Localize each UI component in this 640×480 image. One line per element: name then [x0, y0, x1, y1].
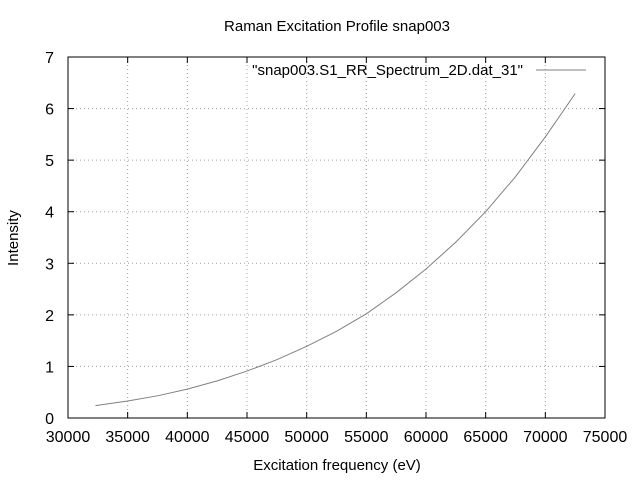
y-axis-label: Intensity — [5, 210, 22, 266]
ticks: 30000 35000 40000 45000 50000 55000 60000 65000… — [45, 50, 627, 446]
x-axis-label: Excitation frequency (eV) — [253, 457, 421, 474]
x-tick-label: 30000 — [46, 429, 91, 446]
y-tick-label: 2 — [45, 308, 54, 325]
x-tick-label: 60000 — [404, 429, 449, 446]
y-tick-label: 6 — [45, 102, 54, 119]
legend-label: "snap003.S1_RR_Spectrum_2D.dat_31" — [252, 62, 523, 79]
x-tick-label: 75000 — [583, 429, 628, 446]
x-tick-label: 45000 — [225, 429, 270, 446]
y-tick-label: 0 — [45, 411, 54, 428]
y-tick-label: 3 — [45, 256, 54, 273]
x-tick-label: 35000 — [105, 429, 150, 446]
x-tick-label: 40000 — [165, 429, 210, 446]
x-tick-label: 55000 — [344, 429, 389, 446]
x-tick-label: 65000 — [463, 429, 508, 446]
y-tick-label: 1 — [45, 359, 54, 376]
y-tick-label: 5 — [45, 153, 54, 170]
grid — [68, 57, 605, 418]
chart-title: Raman Excitation Profile snap003 — [224, 18, 450, 35]
legend: "snap003.S1_RR_Spectrum_2D.dat_31" — [252, 62, 586, 79]
plot-frame — [67, 56, 606, 419]
y-tick-label: 7 — [45, 50, 54, 67]
series-line — [95, 93, 576, 407]
series-layer — [95, 93, 576, 407]
y-tick-label: 4 — [45, 205, 54, 222]
x-tick-label: 70000 — [523, 429, 568, 446]
x-tick-label: 50000 — [284, 429, 329, 446]
